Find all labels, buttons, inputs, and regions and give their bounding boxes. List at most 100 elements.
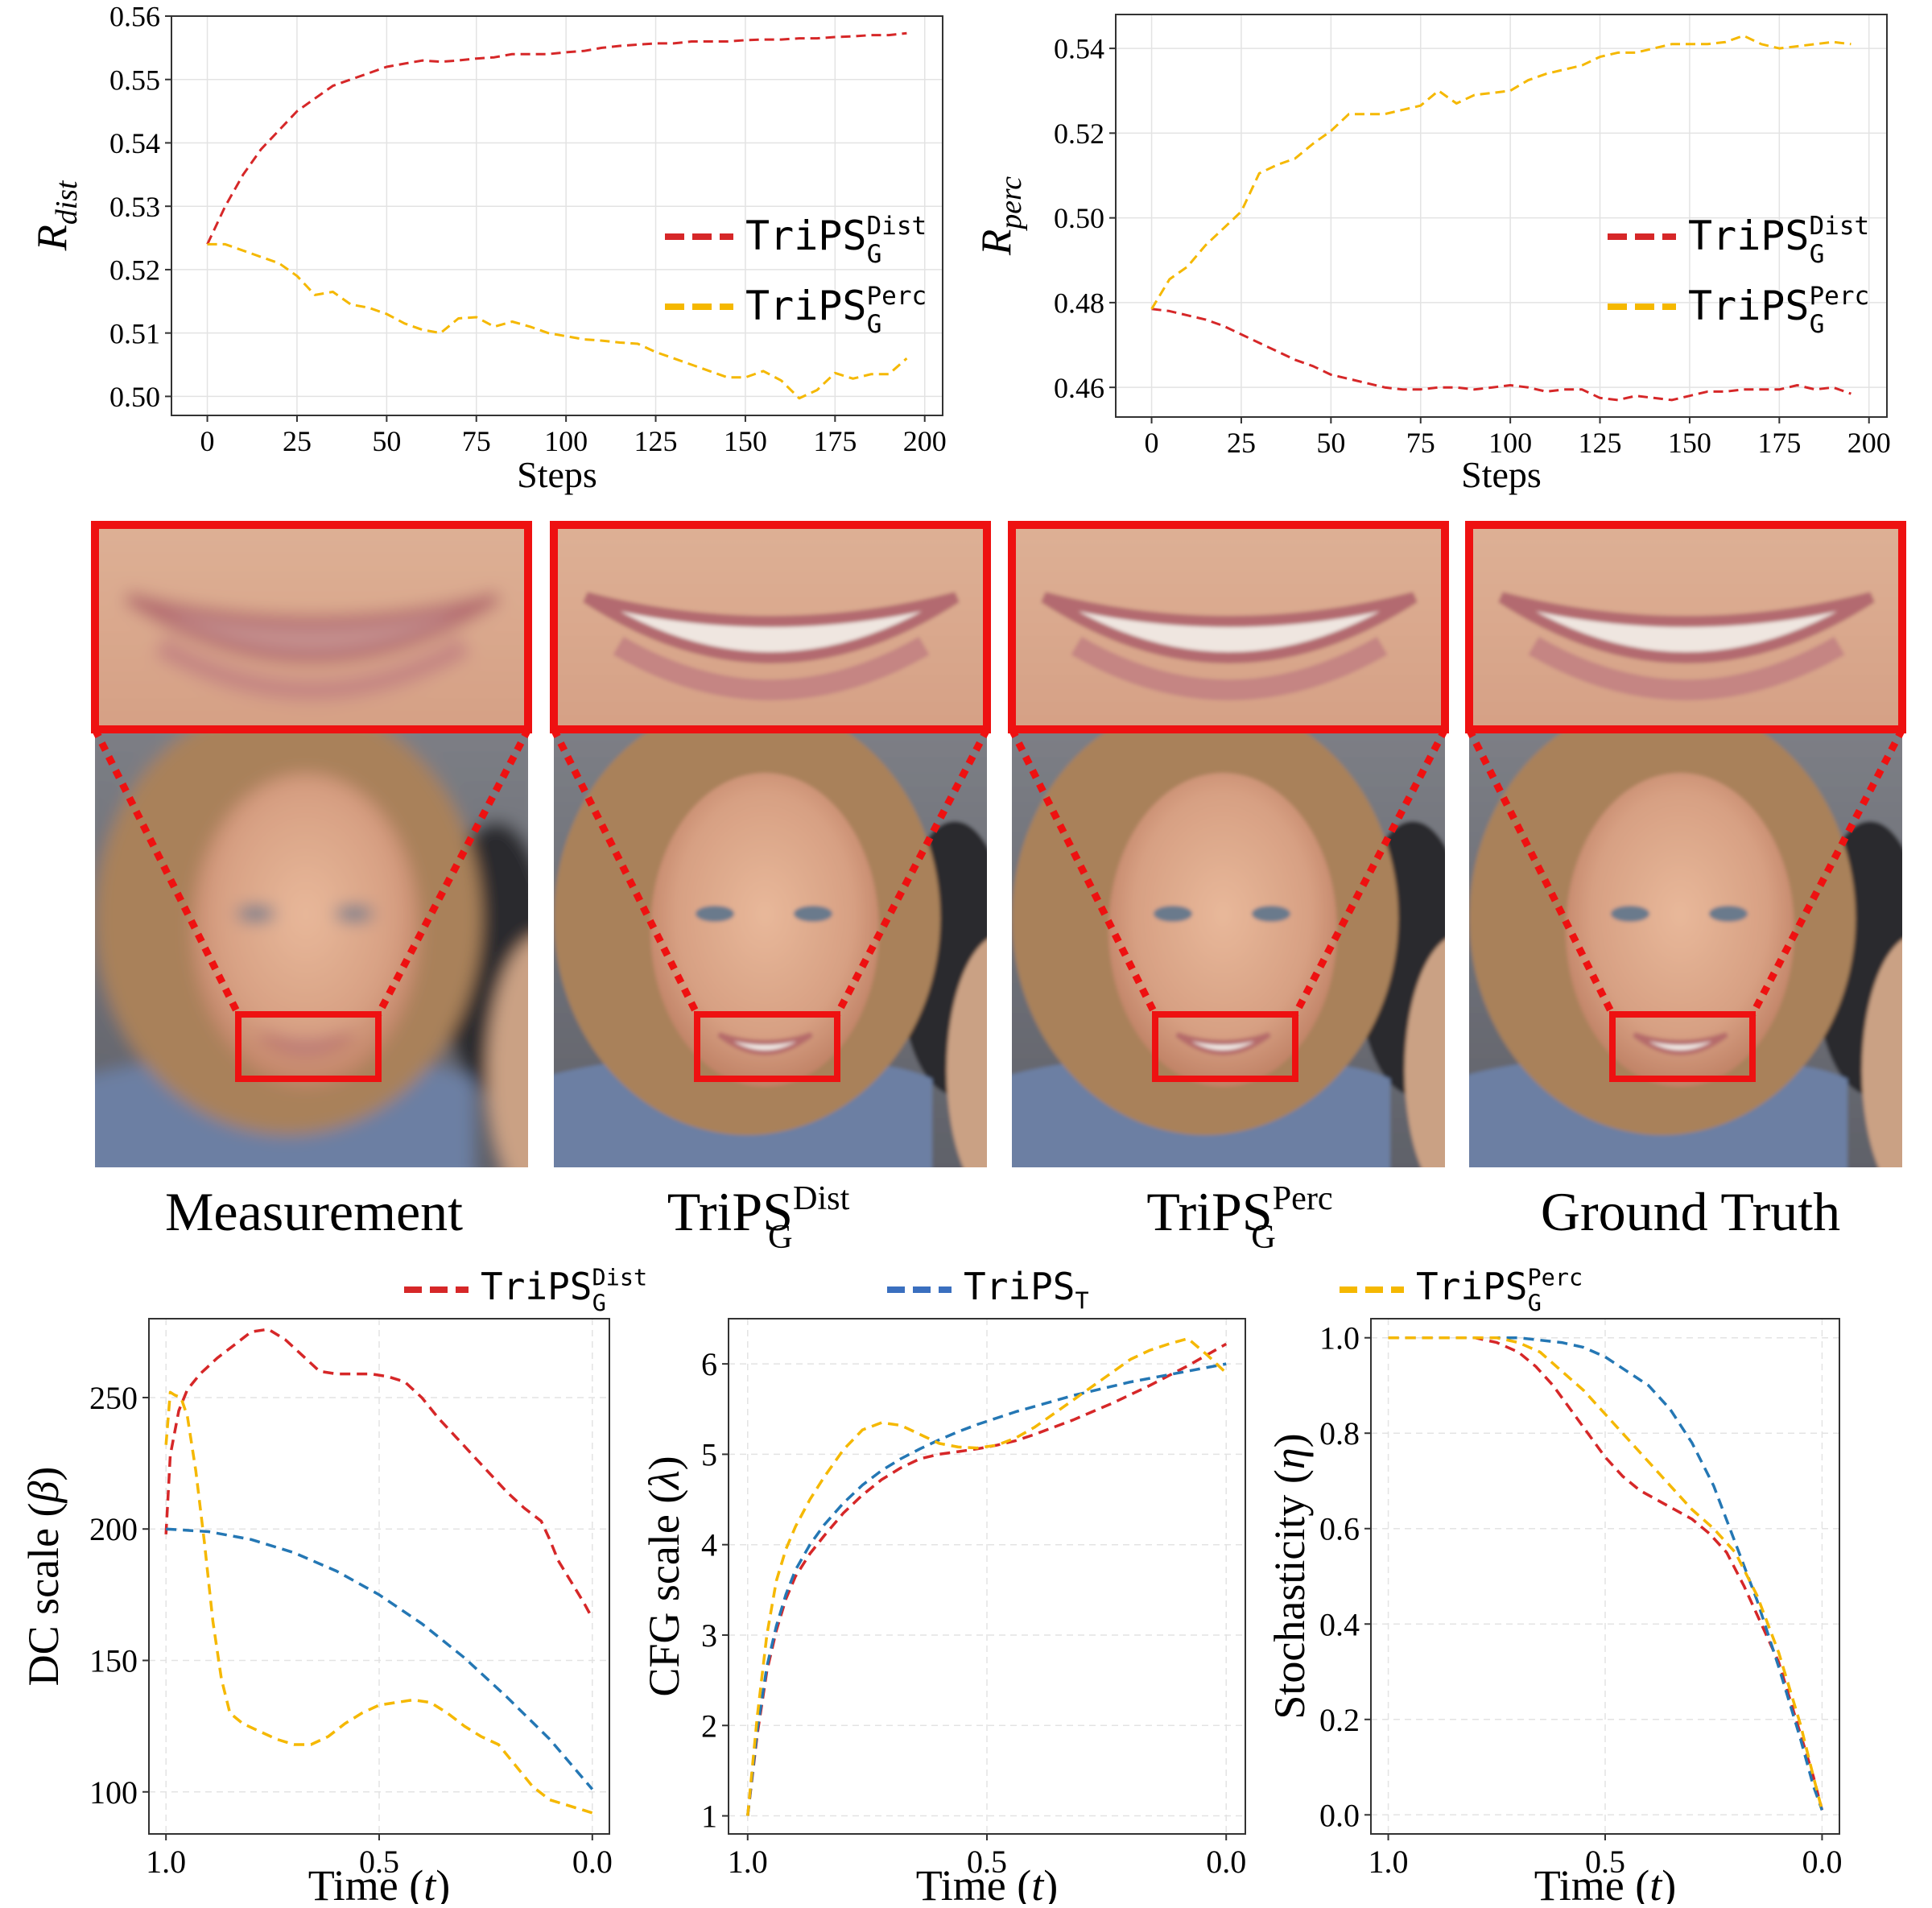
- zoom-crop: [1465, 521, 1906, 733]
- x-axis-label-close: ): [1043, 1861, 1058, 1904]
- mouth: [258, 1032, 354, 1055]
- bottom-legend-label-1-sub: G: [592, 1291, 606, 1317]
- face-image: [95, 733, 528, 1167]
- x-axis-label-text: Steps: [517, 454, 597, 495]
- x-axis-label-text: Time: [1534, 1861, 1624, 1904]
- crop-box: [1609, 1011, 1756, 1082]
- legend-label-1: TriPSDist G: [1688, 212, 1869, 269]
- x-tick-label: 0: [200, 425, 215, 457]
- x-axis-label-text: Steps: [1461, 454, 1542, 495]
- x-tick-label: 0.5: [967, 1844, 1007, 1880]
- zoom-connector-right: [834, 727, 990, 1017]
- series-line-3: [746, 1336, 1228, 1816]
- y-tick-label: 0.52: [1054, 118, 1104, 150]
- y-tick-label: 0.54: [1054, 33, 1104, 65]
- plot-frame: [171, 15, 943, 416]
- series-line-2: [166, 1527, 594, 1790]
- face: [650, 773, 879, 1087]
- series-line-1: [1151, 308, 1852, 402]
- plot-frame: [1370, 1318, 1840, 1835]
- series-line-1: [206, 31, 907, 246]
- face: [1108, 773, 1337, 1087]
- zoom-connector-right: [1749, 727, 1905, 1017]
- legend-label-1-base: TriPS: [1688, 213, 1810, 259]
- bottom-legend-label-3: TriPSPerc G: [1416, 1265, 1583, 1317]
- bottom-legend-label-1-sup: Dist: [592, 1265, 647, 1291]
- y-tick-label: 0.6: [1319, 1511, 1360, 1547]
- image-panel-4: [1465, 521, 1906, 1167]
- x-axis-label-open: (: [398, 1861, 423, 1904]
- legend-label-2-base: TriPS: [1688, 283, 1810, 329]
- zoom-connector-right: [1292, 727, 1448, 1017]
- bottom-legend-item-3: TriPSPerc G: [1340, 1265, 1583, 1317]
- mouth: [1633, 1032, 1728, 1055]
- eye-right: [335, 906, 374, 922]
- x-axis-label-var: t: [1031, 1861, 1045, 1904]
- x-axis-label-close: ): [1662, 1861, 1676, 1904]
- legend-label-2-sup: Perc: [1810, 282, 1870, 311]
- zoom-lower-lip: [613, 636, 930, 700]
- bottom-legend-label-2-base: TriPS: [964, 1265, 1075, 1308]
- legend-label-2-sup: Perc: [867, 282, 927, 311]
- y-tick-label: 1: [701, 1799, 717, 1835]
- eye-left: [1611, 906, 1649, 922]
- y-axis-label-var: λ: [640, 1470, 688, 1490]
- y-axis-label: Stochasticity (η): [1265, 1433, 1314, 1719]
- plot-frame: [1115, 14, 1888, 418]
- zoom-crop: [91, 521, 532, 733]
- face-image-content: [554, 733, 987, 1167]
- caption-3: TriPSPerc G: [1146, 1179, 1332, 1256]
- bottom-legend-label-2-sub: T: [1075, 1288, 1088, 1315]
- neighbor-face: [1862, 940, 1902, 1167]
- zoom-crop-content: [95, 525, 528, 729]
- y-tick-label: 1.0: [1319, 1320, 1360, 1357]
- bottom-legend-label-2: TriPST: [964, 1265, 1089, 1315]
- zoom-crop-content: [554, 525, 987, 729]
- x-tick-label: 75: [462, 425, 491, 457]
- face: [1566, 773, 1794, 1087]
- series-line-2: [207, 242, 908, 400]
- zoom-frame: [550, 521, 991, 733]
- x-tick-label: 75: [1406, 427, 1435, 459]
- y-tick-label: 0.8: [1319, 1415, 1360, 1452]
- x-tick-label: 200: [1847, 427, 1891, 459]
- y-axis-label-var: η: [1265, 1448, 1314, 1469]
- series-line-1: [746, 1342, 1228, 1816]
- legend-label-1-sup: Dist: [867, 212, 927, 241]
- neighbor-face: [1405, 940, 1445, 1167]
- bottom-legend-item-1: TriPSDist G: [404, 1265, 647, 1317]
- x-tick-label: 50: [372, 425, 401, 457]
- crop-box: [235, 1011, 382, 1082]
- zoom-connector-left: [91, 727, 242, 1017]
- x-axis-label-open: (: [1624, 1861, 1649, 1904]
- y-axis-label-var: β: [19, 1481, 68, 1503]
- legend-label-2-base: TriPS: [745, 283, 867, 329]
- image-panel-2: [550, 521, 991, 1167]
- caption-2-sup: Dist: [793, 1179, 850, 1217]
- zoom-crop-content: [1469, 525, 1902, 729]
- zoom-lower-lip: [1071, 636, 1388, 700]
- y-tick-label: 0.46: [1054, 372, 1104, 404]
- mouth: [717, 1032, 813, 1055]
- y-tick-label: 0.55: [109, 64, 160, 96]
- x-axis-label-var: t: [423, 1861, 437, 1904]
- x-tick-label: 0.5: [359, 1844, 399, 1880]
- series-line-2: [1150, 34, 1852, 310]
- legend-label-1-sup: Dist: [1810, 212, 1870, 241]
- zoom-mouth: [583, 592, 960, 663]
- x-tick-label: 125: [634, 425, 678, 457]
- x-axis-label: Steps: [1461, 454, 1542, 495]
- x-axis-label: Time (t): [308, 1861, 451, 1904]
- zoom-connector-right: [375, 727, 531, 1017]
- x-tick-label: 0.0: [1206, 1844, 1246, 1880]
- zoom-crop: [1008, 521, 1449, 733]
- zoom-crop: [550, 521, 991, 733]
- y-tick-label: 200: [89, 1511, 138, 1547]
- y-axis-label-text: DC scale (: [19, 1502, 68, 1686]
- series-line-3: [1388, 1336, 1824, 1811]
- eye-left: [696, 906, 734, 922]
